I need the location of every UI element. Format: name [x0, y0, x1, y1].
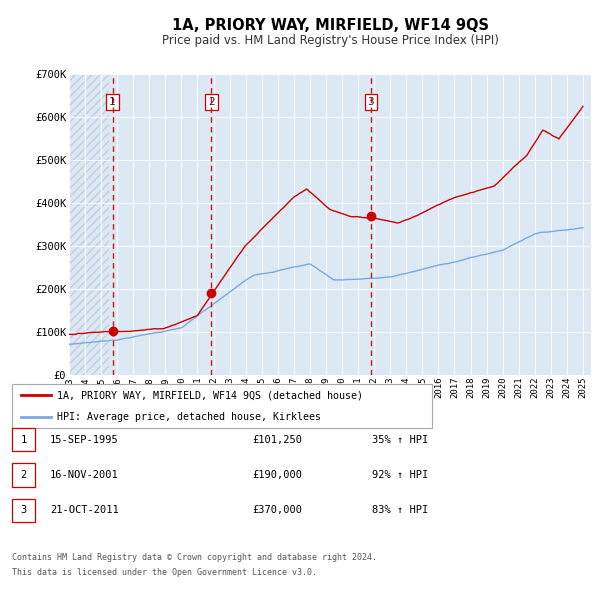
Text: 2: 2	[208, 97, 215, 107]
Text: 35% ↑ HPI: 35% ↑ HPI	[372, 435, 428, 444]
Text: 21-OCT-2011: 21-OCT-2011	[50, 506, 119, 515]
Text: 1A, PRIORY WAY, MIRFIELD, WF14 9QS (detached house): 1A, PRIORY WAY, MIRFIELD, WF14 9QS (deta…	[57, 391, 363, 400]
Text: 16-NOV-2001: 16-NOV-2001	[50, 470, 119, 480]
Text: Contains HM Land Registry data © Crown copyright and database right 2024.: Contains HM Land Registry data © Crown c…	[12, 553, 377, 562]
Text: Price paid vs. HM Land Registry's House Price Index (HPI): Price paid vs. HM Land Registry's House …	[161, 34, 499, 47]
Text: This data is licensed under the Open Government Licence v3.0.: This data is licensed under the Open Gov…	[12, 568, 317, 577]
Text: 1: 1	[20, 435, 26, 444]
Text: 3: 3	[20, 506, 26, 515]
Text: 92% ↑ HPI: 92% ↑ HPI	[372, 470, 428, 480]
Text: HPI: Average price, detached house, Kirklees: HPI: Average price, detached house, Kirk…	[57, 412, 321, 422]
Text: 1A, PRIORY WAY, MIRFIELD, WF14 9QS: 1A, PRIORY WAY, MIRFIELD, WF14 9QS	[172, 18, 488, 33]
Text: £101,250: £101,250	[252, 435, 302, 444]
Text: £190,000: £190,000	[252, 470, 302, 480]
Text: 83% ↑ HPI: 83% ↑ HPI	[372, 506, 428, 515]
Text: 3: 3	[368, 97, 374, 107]
Bar	[69, 74, 109, 375]
Text: 2: 2	[20, 470, 26, 480]
Text: £370,000: £370,000	[252, 506, 302, 515]
Text: 15-SEP-1995: 15-SEP-1995	[50, 435, 119, 444]
Text: 1: 1	[109, 97, 116, 107]
